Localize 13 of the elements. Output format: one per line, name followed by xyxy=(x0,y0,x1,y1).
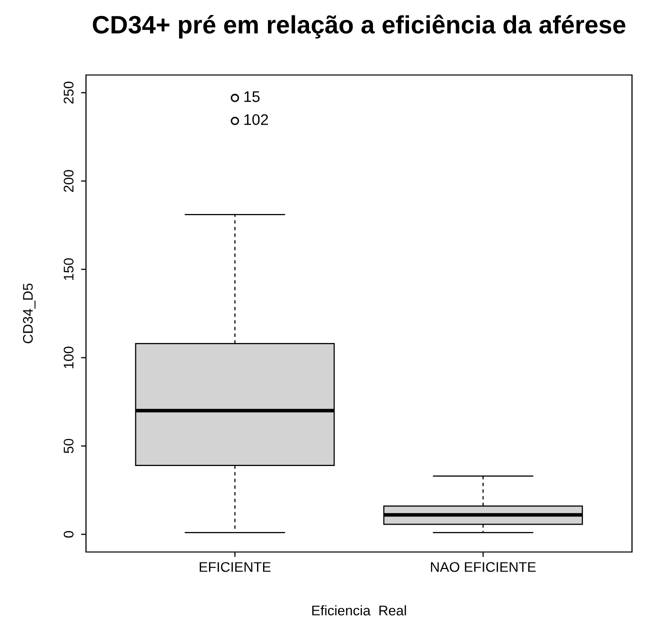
annotation: 15 xyxy=(244,91,260,102)
y-tick-label: 100 xyxy=(64,346,74,368)
x-axis-title: Eficiencia Real xyxy=(312,605,406,616)
y-tick-label: 0 xyxy=(64,531,74,538)
y-tick-label: 150 xyxy=(64,258,74,280)
chart-title: CD34+ pré em relação a eficiência da aférese xyxy=(92,14,626,39)
annotation: 102 xyxy=(244,114,268,126)
y-tick-label: 250 xyxy=(64,82,74,104)
y-tick-label: 50 xyxy=(64,438,74,454)
x-tick-label: NAO EFICIENTE xyxy=(430,562,536,572)
y-tick-label: 200 xyxy=(64,170,74,192)
y-axis-title: CD34_D5 xyxy=(22,284,36,344)
x-tick-label: EFICIENTE xyxy=(200,562,271,572)
